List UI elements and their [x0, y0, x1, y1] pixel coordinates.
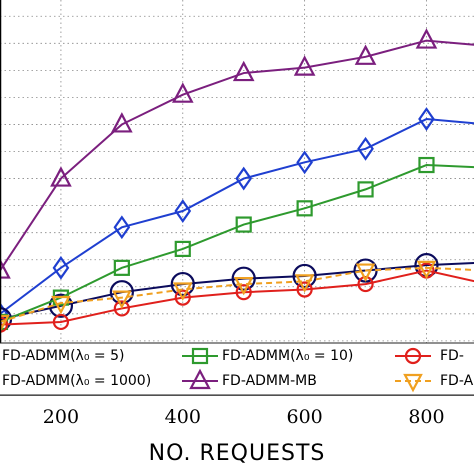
data-point	[174, 199, 192, 223]
data-point	[113, 259, 130, 276]
data-point	[296, 200, 313, 217]
data-point	[171, 82, 194, 103]
data-point	[174, 289, 191, 306]
data-point	[418, 156, 435, 174]
x-axis-label: NO. REQUESTS	[149, 441, 326, 466]
data-point	[113, 300, 130, 317]
x-tick-label: 600	[286, 406, 322, 428]
data-point	[51, 295, 71, 315]
data-point	[52, 313, 70, 331]
series-line	[0, 266, 474, 323]
data-point	[111, 112, 133, 133]
series-line	[0, 118, 474, 315]
data-point	[296, 150, 313, 175]
data-point	[416, 260, 437, 280]
data-point	[235, 166, 253, 191]
legend-marker	[404, 347, 422, 365]
data-point	[294, 274, 315, 293]
data-point	[354, 44, 377, 65]
data-point	[112, 290, 132, 309]
data-point	[0, 258, 11, 279]
data-point	[357, 136, 374, 161]
legend-label: FD-ADMM(λ₀ = 1000)	[2, 373, 151, 389]
legend-label: FD-ADMM-MB	[222, 373, 317, 389]
legend-label: FD-ADMM(λ₀ = 5)	[2, 348, 124, 364]
legend-label: FD-	[440, 348, 464, 364]
data-point	[292, 263, 317, 289]
data-point	[233, 276, 254, 296]
data-point	[296, 281, 313, 298]
data-point	[109, 280, 134, 305]
data-point	[0, 301, 9, 326]
data-point	[235, 216, 252, 233]
data-point	[50, 166, 72, 187]
data-point	[0, 316, 9, 333]
data-point	[415, 28, 438, 49]
legend-label: FD-A	[440, 373, 474, 389]
data-point	[170, 271, 195, 297]
data-point	[357, 181, 374, 198]
series-line	[0, 164, 474, 323]
data-point	[113, 215, 131, 240]
data-point	[172, 282, 193, 301]
x-tick-label: 200	[43, 406, 79, 428]
legend-label: FD-ADMM(λ₀ = 10)	[222, 348, 353, 364]
series-line	[0, 39, 474, 272]
legend-marker	[191, 347, 209, 365]
data-point	[0, 314, 10, 334]
data-point	[232, 60, 255, 82]
data-point	[174, 240, 191, 258]
data-point	[293, 55, 316, 76]
data-point	[52, 255, 70, 280]
data-point	[235, 284, 252, 301]
legend-marker	[189, 368, 211, 390]
x-tick-label: 800	[408, 406, 444, 428]
data-point	[418, 107, 435, 131]
legend-box	[0, 342, 474, 396]
data-point	[357, 275, 374, 293]
x-tick-label: 400	[165, 406, 201, 428]
legend-marker	[403, 373, 423, 393]
data-point	[355, 263, 376, 282]
data-point	[231, 266, 256, 291]
